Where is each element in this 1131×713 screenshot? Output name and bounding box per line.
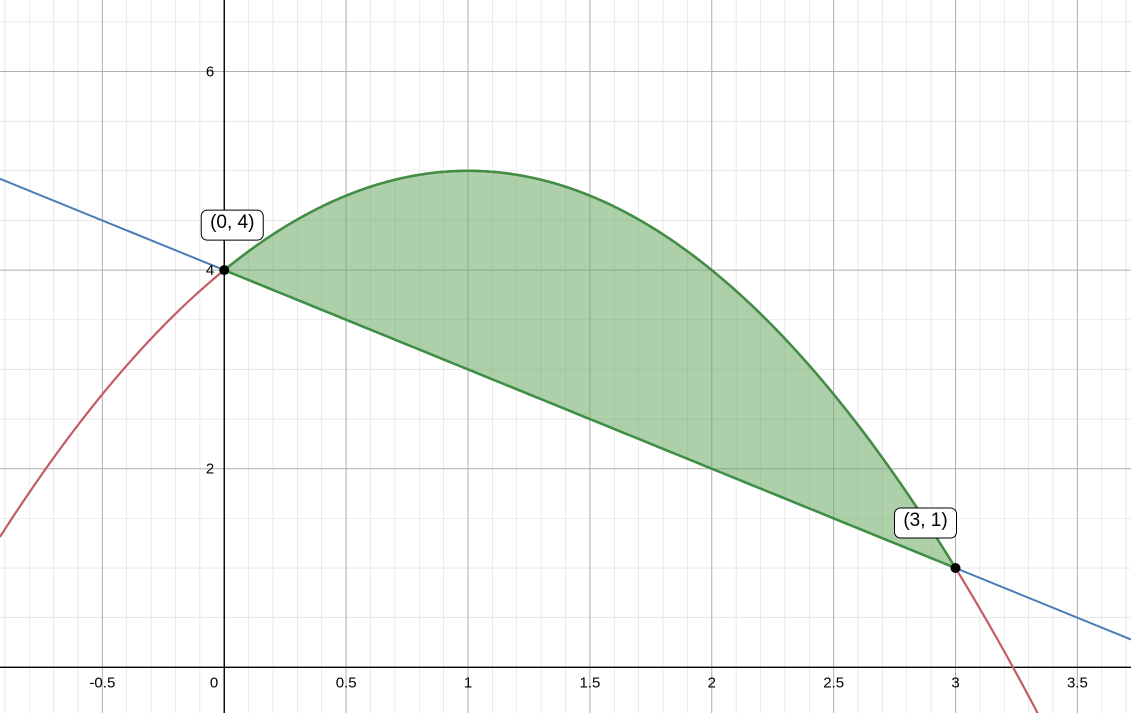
x-tick-label: 3.5 (1067, 674, 1088, 691)
y-tick-label: 6 (206, 63, 214, 80)
x-tick-label: -0.5 (89, 674, 115, 691)
x-tick-label: 2.5 (823, 674, 844, 691)
x-tick-label: 1.5 (579, 674, 600, 691)
point-dot (219, 265, 229, 275)
x-tick-label: 0.5 (336, 674, 357, 691)
x-tick-label: 1 (464, 674, 472, 691)
x-tick-label: 3 (951, 674, 959, 691)
y-tick-label: 2 (206, 461, 214, 478)
point-label-text: (3, 1) (903, 510, 947, 531)
x-tick-label: 2 (708, 674, 716, 691)
point-label-text: (0, 4) (210, 212, 254, 233)
y-tick-label: 4 (206, 262, 214, 279)
x-tick-label: 0 (210, 674, 218, 691)
point-dot (951, 563, 961, 573)
coordinate-plot: -0.5 0 0.5 1 1.5 2 2.5 3 3.5 2 4 6 (0, 4) (3, 1) (0, 0, 1131, 713)
